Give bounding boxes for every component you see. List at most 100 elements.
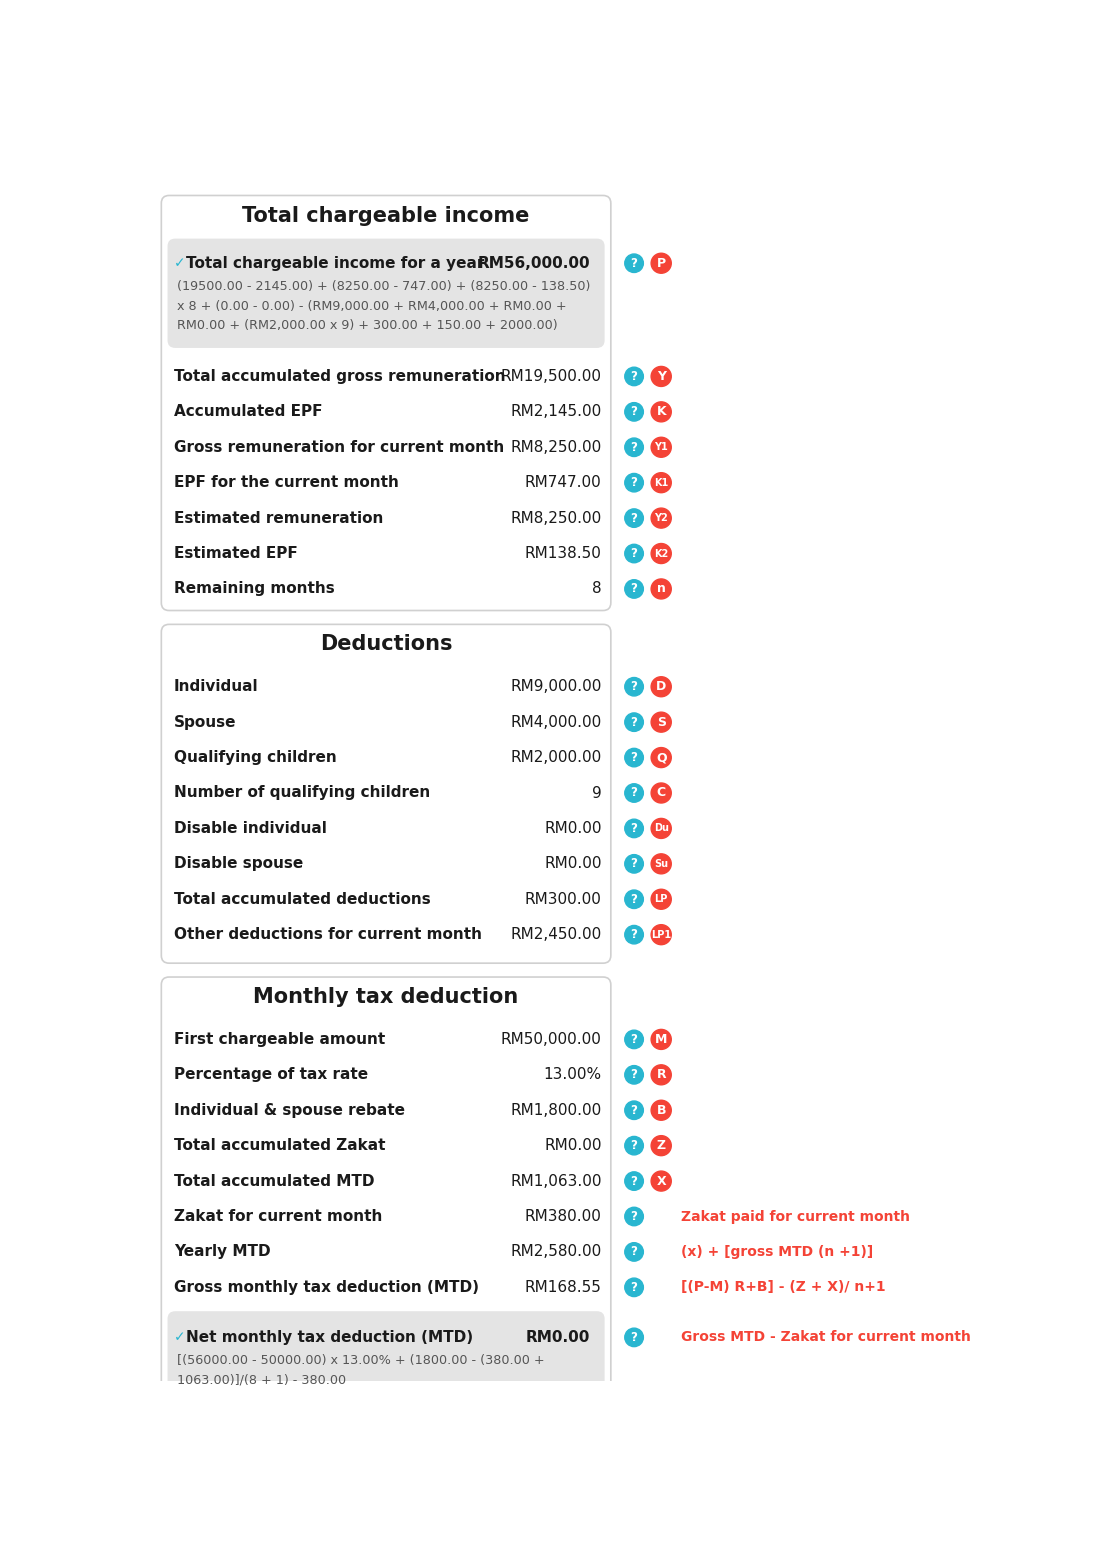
Text: RM2,580.00: RM2,580.00 (510, 1245, 602, 1259)
Text: ?: ? (631, 1211, 638, 1223)
Text: S: S (657, 715, 666, 728)
Circle shape (624, 1279, 643, 1296)
Text: ?: ? (631, 369, 638, 383)
Text: ?: ? (631, 751, 638, 764)
Text: Individual: Individual (174, 680, 258, 694)
Text: P: P (657, 256, 666, 270)
Circle shape (624, 402, 643, 421)
Text: Qualifying children: Qualifying children (174, 750, 336, 765)
Circle shape (651, 1172, 671, 1190)
Text: C: C (657, 787, 666, 799)
Circle shape (624, 545, 643, 563)
Text: RM2,450.00: RM2,450.00 (510, 927, 602, 942)
Text: Total accumulated gross remuneration: Total accumulated gross remuneration (174, 369, 505, 383)
Text: LP1: LP1 (651, 930, 671, 939)
Text: (x) + [gross MTD (n +1)]: (x) + [gross MTD (n +1)] (680, 1245, 872, 1259)
Text: Zakat paid for current month: Zakat paid for current month (680, 1209, 909, 1223)
Text: RM50,000.00: RM50,000.00 (500, 1032, 602, 1048)
Circle shape (624, 678, 643, 695)
Text: [(P-M) R+B] - (Z + X)/ n+1: [(P-M) R+B] - (Z + X)/ n+1 (680, 1280, 885, 1294)
Text: RM1,063.00: RM1,063.00 (510, 1173, 602, 1189)
Circle shape (651, 854, 671, 874)
Text: Q: Q (656, 751, 667, 764)
Text: ?: ? (631, 1103, 638, 1117)
Circle shape (651, 543, 671, 563)
Text: Individual & spouse rebate: Individual & spouse rebate (174, 1103, 404, 1117)
Text: RM4,000.00: RM4,000.00 (510, 714, 602, 729)
FancyBboxPatch shape (168, 1311, 604, 1401)
Circle shape (651, 1100, 671, 1121)
Circle shape (624, 712, 643, 731)
Circle shape (624, 1066, 643, 1083)
Text: 13.00%: 13.00% (543, 1068, 602, 1082)
Circle shape (624, 580, 643, 598)
Text: Zakat for current month: Zakat for current month (174, 1209, 382, 1225)
Circle shape (651, 473, 671, 492)
Text: ?: ? (631, 1245, 638, 1259)
Circle shape (624, 1329, 643, 1347)
Circle shape (624, 819, 643, 838)
Text: K: K (657, 405, 666, 419)
Text: RM0.00: RM0.00 (525, 1330, 590, 1346)
Circle shape (651, 677, 671, 697)
Text: ?: ? (631, 256, 638, 270)
Text: 8: 8 (592, 582, 602, 596)
Text: RM747.00: RM747.00 (525, 475, 602, 490)
Text: RM9,000.00: RM9,000.00 (510, 680, 602, 694)
Text: RM8,250.00: RM8,250.00 (510, 439, 602, 455)
Circle shape (651, 784, 671, 802)
Circle shape (651, 579, 671, 599)
Text: Percentage of tax rate: Percentage of tax rate (174, 1068, 367, 1082)
Text: RM168.55: RM168.55 (525, 1280, 602, 1294)
Circle shape (624, 368, 643, 385)
Text: RM138.50: RM138.50 (525, 546, 602, 560)
Circle shape (651, 818, 671, 838)
Circle shape (624, 748, 643, 767)
Text: Total chargeable income: Total chargeable income (242, 205, 529, 225)
Text: Y2: Y2 (655, 514, 668, 523)
Text: RM56,000.00: RM56,000.00 (477, 256, 590, 270)
Text: K2: K2 (655, 548, 668, 559)
Text: Yearly MTD: Yearly MTD (174, 1245, 270, 1259)
Text: ✓: ✓ (174, 1330, 185, 1344)
Circle shape (624, 473, 643, 492)
Text: RM0.00: RM0.00 (544, 857, 602, 871)
Text: RM300.00: RM300.00 (525, 892, 602, 906)
Text: RM2,145.00: RM2,145.00 (510, 405, 602, 419)
Text: ?: ? (631, 823, 638, 835)
Text: Total accumulated deductions: Total accumulated deductions (174, 892, 430, 906)
FancyBboxPatch shape (168, 239, 604, 348)
Text: Total accumulated MTD: Total accumulated MTD (174, 1173, 374, 1189)
Text: Disable spouse: Disable spouse (174, 857, 303, 871)
Text: ?: ? (631, 441, 638, 453)
Circle shape (624, 438, 643, 456)
Text: Monthly tax deduction: Monthly tax deduction (254, 987, 518, 1007)
Text: Y1: Y1 (655, 442, 668, 452)
FancyBboxPatch shape (161, 196, 611, 610)
Text: First chargeable amount: First chargeable amount (174, 1032, 385, 1048)
Text: ?: ? (631, 546, 638, 560)
Text: Deductions: Deductions (319, 635, 452, 655)
Circle shape (651, 748, 671, 768)
Text: Disable individual: Disable individual (174, 821, 326, 837)
Text: Estimated EPF: Estimated EPF (174, 546, 297, 560)
Text: ?: ? (631, 787, 638, 799)
Circle shape (624, 1100, 643, 1119)
Text: n: n (657, 582, 666, 596)
Text: Accumulated EPF: Accumulated EPF (174, 405, 322, 419)
Text: ?: ? (631, 1332, 638, 1344)
Circle shape (651, 1029, 671, 1049)
Text: RM0.00: RM0.00 (544, 1138, 602, 1153)
Text: RM8,250.00: RM8,250.00 (510, 511, 602, 526)
Text: ?: ? (631, 512, 638, 525)
Circle shape (651, 1136, 671, 1156)
Text: ✓: ✓ (174, 256, 185, 270)
Text: D: D (656, 680, 667, 694)
FancyBboxPatch shape (161, 624, 611, 964)
Circle shape (624, 509, 643, 528)
Text: Gross monthly tax deduction (MTD): Gross monthly tax deduction (MTD) (174, 1280, 479, 1294)
Text: ?: ? (631, 476, 638, 489)
Circle shape (651, 508, 671, 528)
Circle shape (624, 855, 643, 874)
Text: ?: ? (631, 1034, 638, 1046)
